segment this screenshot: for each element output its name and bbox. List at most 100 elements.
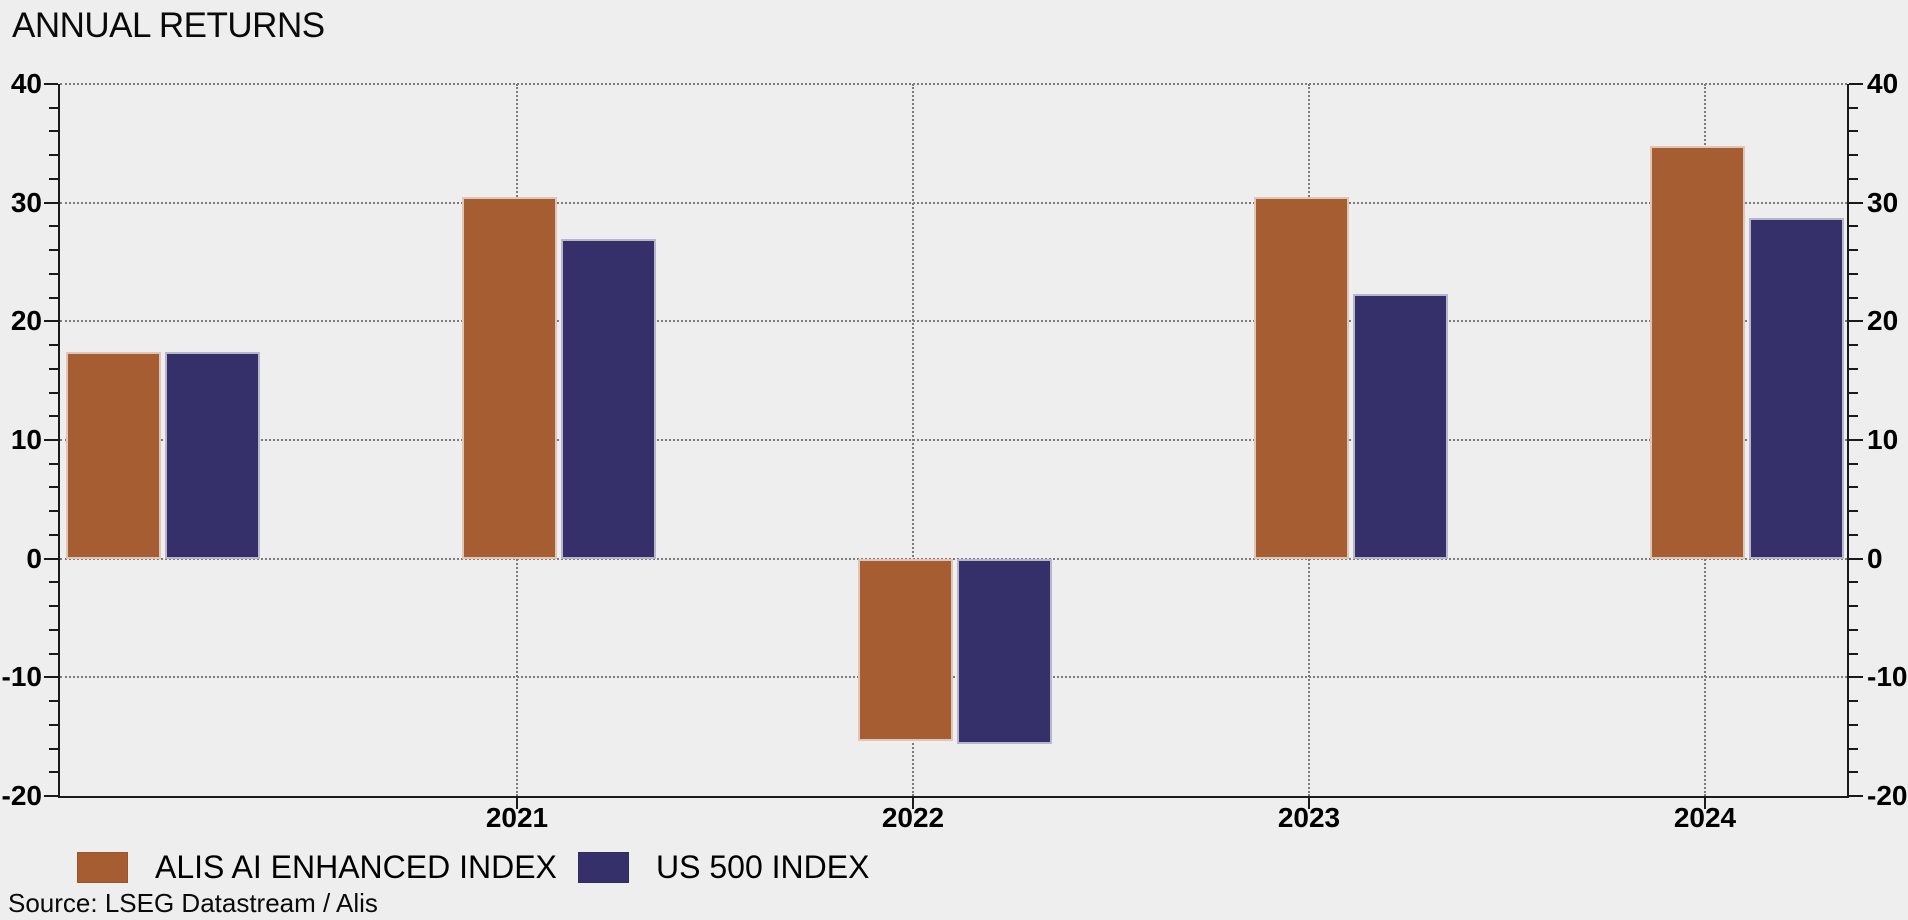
legend-swatch-1 bbox=[77, 851, 128, 883]
ytick-minor-right--16 bbox=[1849, 747, 1858, 750]
ytick-major-left--10 bbox=[44, 676, 58, 679]
y-label-left-20: 20 bbox=[10, 305, 42, 337]
legend-label-2: US 500 INDEX bbox=[656, 848, 870, 885]
ytick-minor-right-12 bbox=[1849, 415, 1858, 418]
source-note: Source: LSEG Datastream / Alis bbox=[8, 888, 378, 918]
x-label-2022: 2022 bbox=[881, 802, 945, 833]
ytick-minor-right-2 bbox=[1849, 533, 1858, 536]
ytick-minor-left-22 bbox=[49, 296, 58, 299]
y-label-right--20: -20 bbox=[1867, 780, 1908, 811]
gridline-v-2022 bbox=[912, 84, 914, 796]
ytick-minor-right-8 bbox=[1849, 462, 1858, 465]
ytick-minor-left--2 bbox=[49, 581, 58, 584]
ytick-minor-right-28 bbox=[1849, 225, 1858, 228]
ytick-major-left-40 bbox=[44, 83, 58, 85]
y-label-right-10: 10 bbox=[1867, 424, 1899, 455]
bar-2021-series1 bbox=[462, 196, 557, 559]
ytick-minor-right--14 bbox=[1849, 723, 1858, 726]
bar-2022-series2 bbox=[957, 558, 1052, 744]
y-label-left--20: -20 bbox=[1, 780, 42, 811]
ytick-minor-right--4 bbox=[1849, 605, 1858, 608]
bar-group0-series2 bbox=[165, 352, 260, 559]
ytick-minor-left--18 bbox=[49, 771, 58, 774]
ytick-major-right-30 bbox=[1849, 201, 1863, 204]
y-label-right--10: -10 bbox=[1867, 661, 1908, 693]
ytick-major-left-0 bbox=[44, 557, 58, 560]
ytick-minor-right-4 bbox=[1849, 510, 1858, 513]
ytick-major-left--20 bbox=[44, 795, 58, 797]
ytick-minor-right-26 bbox=[1849, 249, 1858, 252]
ytick-minor-right-32 bbox=[1849, 177, 1858, 180]
ytick-minor-right-18 bbox=[1849, 344, 1858, 347]
bar-2021-series2 bbox=[561, 239, 656, 559]
y-label-right-40: 40 bbox=[1867, 68, 1899, 99]
gridline-h-0 bbox=[60, 557, 1847, 560]
gridline-h-20 bbox=[60, 320, 1847, 323]
ytick-minor-right--6 bbox=[1849, 628, 1858, 631]
ytick-minor-left-34 bbox=[49, 154, 58, 157]
gridline-h-30 bbox=[60, 201, 1847, 204]
xtick-2022 bbox=[912, 796, 914, 809]
bar-2024-series1 bbox=[1650, 145, 1745, 559]
ytick-minor-left--4 bbox=[49, 605, 58, 608]
ytick-minor-left-32 bbox=[49, 177, 58, 180]
ytick-minor-left-16 bbox=[49, 367, 58, 370]
x-label-2024: 2024 bbox=[1673, 802, 1737, 833]
ytick-minor-right--18 bbox=[1849, 771, 1858, 774]
ytick-minor-left-14 bbox=[49, 391, 58, 394]
gridline-h-10 bbox=[60, 439, 1847, 441]
x-label-2023: 2023 bbox=[1277, 802, 1341, 833]
y-label-left--10: -10 bbox=[1, 661, 42, 693]
ytick-major-left-30 bbox=[44, 201, 58, 204]
ytick-minor-left--6 bbox=[49, 628, 58, 631]
ytick-major-left-20 bbox=[44, 320, 58, 323]
ytick-minor-left-4 bbox=[49, 510, 58, 513]
bar-group0-series1 bbox=[66, 352, 161, 559]
ytick-minor-right-34 bbox=[1849, 154, 1858, 157]
y-label-right-0: 0 bbox=[1867, 542, 1883, 574]
y-label-left-40: 40 bbox=[10, 68, 42, 99]
bar-2023-series1 bbox=[1254, 196, 1349, 559]
y-label-left-30: 30 bbox=[10, 186, 42, 218]
y-label-left-0: 0 bbox=[26, 542, 42, 574]
bar-2022-series1 bbox=[858, 558, 953, 742]
ytick-major-right--10 bbox=[1849, 676, 1863, 679]
ytick-minor-left-2 bbox=[49, 533, 58, 536]
xtick-2021 bbox=[516, 796, 518, 809]
ytick-minor-left-24 bbox=[49, 272, 58, 275]
ytick-minor-right-38 bbox=[1849, 106, 1858, 109]
ytick-minor-right-22 bbox=[1849, 296, 1858, 299]
ytick-minor-left--14 bbox=[49, 723, 58, 726]
chart-title: ANNUAL RETURNS bbox=[12, 6, 325, 45]
ytick-minor-right-6 bbox=[1849, 486, 1858, 489]
ytick-major-right-40 bbox=[1849, 83, 1863, 85]
ytick-minor-left-38 bbox=[49, 106, 58, 109]
ytick-major-right-10 bbox=[1849, 439, 1863, 441]
xtick-2024 bbox=[1704, 796, 1706, 809]
ytick-minor-left-6 bbox=[49, 486, 58, 489]
ytick-minor-left-8 bbox=[49, 462, 58, 465]
bar-2023-series2 bbox=[1353, 294, 1448, 559]
x-label-2021: 2021 bbox=[485, 802, 549, 833]
ytick-minor-right-14 bbox=[1849, 391, 1858, 394]
y-label-right-30: 30 bbox=[1867, 186, 1899, 218]
ytick-minor-left--16 bbox=[49, 747, 58, 750]
ytick-minor-right-16 bbox=[1849, 367, 1858, 370]
ytick-minor-right--8 bbox=[1849, 652, 1858, 655]
bar-2024-series2 bbox=[1749, 218, 1844, 559]
ytick-major-right-20 bbox=[1849, 320, 1863, 323]
gridline-h-40 bbox=[60, 83, 1847, 85]
ytick-minor-right--2 bbox=[1849, 581, 1858, 584]
ytick-minor-right-24 bbox=[1849, 272, 1858, 275]
y-label-right-20: 20 bbox=[1867, 305, 1899, 337]
legend-item-2: US 500 INDEX bbox=[578, 848, 870, 885]
y-label-left-10: 10 bbox=[10, 424, 42, 455]
x-axis bbox=[58, 796, 1849, 798]
ytick-major-left-10 bbox=[44, 439, 58, 441]
ytick-minor-left--12 bbox=[49, 700, 58, 703]
gridline-h--10 bbox=[60, 676, 1847, 679]
ytick-minor-left-26 bbox=[49, 249, 58, 252]
ytick-minor-left-12 bbox=[49, 415, 58, 418]
legend-swatch-2 bbox=[578, 851, 629, 883]
